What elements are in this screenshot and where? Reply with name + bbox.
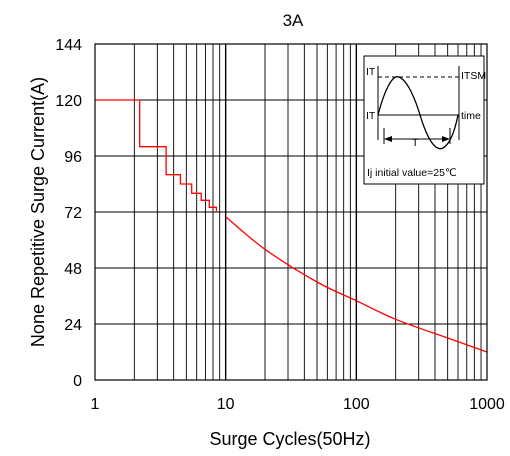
y-tick-labels: 0 24 48 72 96 120 144	[55, 37, 82, 390]
data-series	[95, 99, 488, 353]
series-line-smooth	[225, 216, 488, 353]
inset-period-arrow-left	[384, 136, 392, 142]
x-tick-label-1: 10	[217, 396, 235, 413]
inset-sine-wave	[377, 76, 459, 150]
inset-note: Ij initial value=25℃	[367, 167, 457, 179]
y-tick-label-4: 96	[64, 149, 82, 166]
x-tick-label-2: 100	[343, 396, 370, 413]
plot-frame	[94, 43, 488, 381]
inset-diagram: IT ITSM IT time T Ij initial value=25℃	[363, 55, 486, 185]
y-tick-label-0: 0	[73, 373, 82, 390]
chart-title: 3A	[283, 11, 304, 30]
y-tick-label-6: 144	[55, 37, 82, 54]
y-tick-label-1: 24	[64, 317, 82, 334]
y-axis-label: None Repetitive Surge Current(A)	[28, 77, 48, 347]
inset-label-itsm: ITSM	[461, 70, 486, 82]
y-tick-label-2: 48	[64, 261, 82, 278]
inset-label-period: T	[412, 137, 419, 149]
x-tick-label-3: 1000	[469, 396, 505, 413]
y-tick-label-3: 72	[64, 205, 82, 222]
x-tick-label-0: 1	[91, 396, 100, 413]
y-tick-label-5: 120	[55, 93, 82, 110]
x-tick-labels: 1 10 100 1000	[91, 396, 505, 413]
inset-period-arrow-right	[442, 136, 450, 142]
grid	[95, 43, 487, 381]
inset-label-it-zero: IT	[366, 110, 376, 122]
series-line-stepped	[95, 99, 218, 212]
x-axis-label: Surge Cycles(50Hz)	[209, 429, 370, 449]
inset-label-it: IT	[366, 66, 376, 78]
inset-label-time: time	[461, 110, 481, 122]
